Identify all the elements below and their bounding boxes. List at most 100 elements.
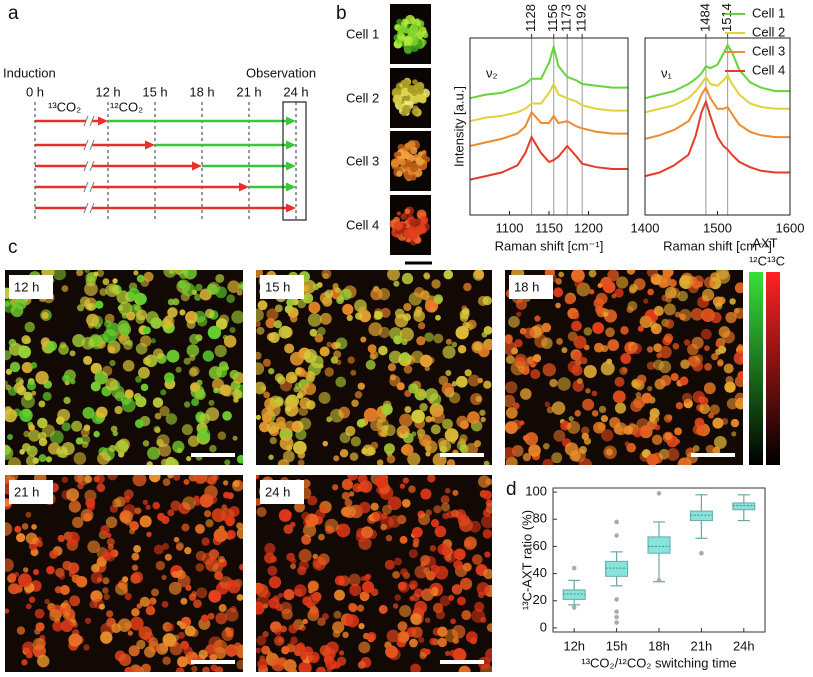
micrograph-cell [107,475,118,481]
micrograph-cells [5,270,243,465]
micrograph-cell [279,625,287,633]
micrograph-cell [145,605,156,616]
micrograph-cell [38,437,48,447]
colorbar-high-label: ¹³C [767,253,785,268]
micrograph-cell [47,442,61,455]
time-label: 18 h [514,279,539,294]
micrograph-cell [295,428,307,441]
micrograph-cell [293,584,307,597]
outlier [614,614,619,620]
x-tick-label: 1200 [574,220,603,235]
micrograph-cell [410,663,421,672]
micrograph-cell [290,558,297,565]
micrograph-cell [217,555,226,563]
post-switch-arrow-head [286,161,296,171]
micrograph-cell [202,350,214,362]
y-tick-label: 20 [533,592,547,607]
micrograph-cell [71,420,83,432]
micrograph-cell [572,351,583,362]
micrograph-cell [357,382,365,390]
micrograph-cell [209,444,217,453]
cell-pixel [415,157,424,166]
micrograph-cell [318,533,325,541]
panel-label: a [8,3,19,24]
micrograph-cell [5,608,10,614]
micrograph-cell [589,289,595,295]
micrograph-cell [333,350,342,359]
micrograph-cell [654,378,666,390]
micrograph-cell [129,521,140,531]
micrograph-cell [222,411,232,421]
micrograph-cell [646,270,659,278]
micrograph-cell [99,288,108,296]
micrograph-cell [344,498,353,507]
box [732,502,756,511]
micrograph-cell [581,432,589,441]
micrograph-cell [37,417,48,429]
micrograph-cell [301,511,311,521]
time-tick-label: 21 h [236,84,261,99]
micrograph-cell [318,391,331,404]
micrograph-cell [663,303,676,316]
micrograph-cell [266,421,279,434]
micrograph-cell [181,523,190,532]
micrograph-cell [151,588,159,597]
micrograph-cell [542,363,556,377]
micrograph-cell [236,522,243,530]
micrograph-cell [333,455,340,462]
micrograph-cell [729,298,736,305]
micrograph-cell [621,367,628,373]
micrograph-cell [394,594,401,601]
micrograph-cell [442,418,453,430]
micrograph-cell [195,563,205,572]
micrograph-cell [59,341,67,349]
micrograph-cell [186,456,192,462]
micrograph-cell [274,628,282,636]
micrograph-cell [71,574,81,584]
micrograph-cell [165,413,178,425]
micrograph-cell [256,351,262,360]
micrograph-cell [322,440,329,447]
micrograph-cell [420,554,431,566]
micrograph-cell [215,612,228,625]
colorbar-low-label: ¹²C [749,253,767,268]
micrograph-cell [294,382,302,390]
micrograph-cell [456,415,469,428]
micrograph-cell [162,542,170,550]
spectrum-line [469,134,628,181]
micrograph-cell [96,406,108,419]
micrograph-cell [133,545,142,553]
micrograph-cell [433,505,442,514]
micrograph-cell [154,427,161,434]
micrograph-cell [591,390,598,397]
peak-label: 1156 [545,4,560,32]
micrograph-cell [603,311,609,317]
micrograph-cell [324,518,339,533]
micrograph-cell [195,523,205,534]
micrograph-cell [196,587,208,599]
micrograph-cell [432,602,444,614]
micrograph-cell [342,303,354,316]
micrograph-cell [49,430,64,445]
micrograph-cell [297,566,307,576]
micrograph-cell [632,427,643,438]
micrograph-cell [208,399,215,406]
micrograph-cell [69,378,76,385]
micrograph-cell [385,645,398,659]
micrograph-cell [347,475,358,481]
micrograph-cell [334,342,342,349]
micrograph-cell [110,425,118,433]
micrograph-cell [44,598,50,605]
micrograph-cell [268,368,275,375]
cell-pixel [396,170,403,177]
micrograph-cell [336,523,351,538]
pre-switch-arrow-head [192,161,202,171]
outlier [571,565,577,571]
micrograph-cell [18,379,24,385]
micrograph-cell [457,514,470,527]
micrograph-cell [57,534,65,543]
micrograph-cell [134,418,145,429]
micrograph-cell [451,341,458,348]
micrograph-cell [679,376,689,386]
micrograph-cell [340,506,352,517]
